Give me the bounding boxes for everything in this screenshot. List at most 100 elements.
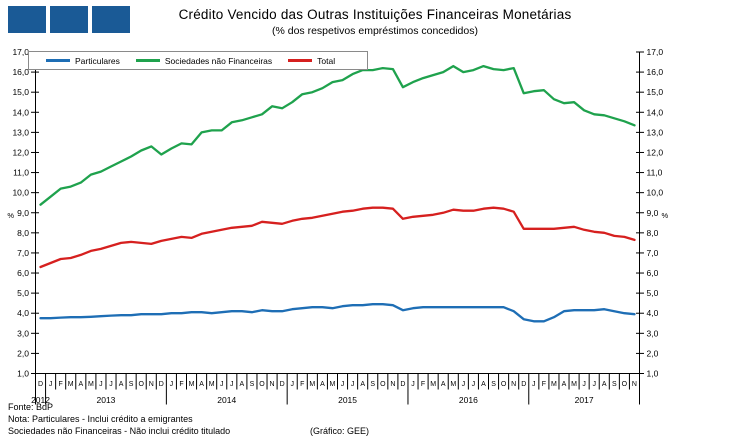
chart-credit: (Gráfico: GEE): [310, 426, 370, 436]
y-tick-label: 15,0: [12, 87, 29, 97]
y-tick-label: 11,0: [13, 168, 29, 178]
x-tick-label: A: [602, 381, 607, 388]
x-tick-label: J: [220, 381, 224, 388]
x-tick-label: J: [462, 381, 466, 388]
x-tick-label: D: [521, 381, 526, 388]
legend-item-total: Total: [288, 56, 335, 66]
x-tick-label: J: [49, 381, 53, 388]
y-tick-label: 3,0: [17, 328, 29, 338]
y-tick-label: 3,0: [647, 328, 659, 338]
year-label: 2017: [575, 395, 594, 405]
x-tick-label: M: [330, 381, 336, 388]
x-tick-label: S: [250, 381, 255, 388]
note-line-2: Sociedades não Financeiras - Não inclui …: [8, 426, 231, 436]
x-tick-label: M: [430, 381, 436, 388]
x-tick-label: O: [138, 381, 144, 388]
x-tick-label: J: [582, 381, 586, 388]
x-tick-label: S: [491, 381, 496, 388]
x-tick-label: F: [542, 381, 546, 388]
x-tick-label: N: [632, 381, 637, 388]
x-tick-label: S: [129, 381, 134, 388]
year-label: 2014: [217, 395, 236, 405]
legend-label: Total: [317, 55, 336, 66]
x-tick-label: J: [472, 381, 476, 388]
x-tick-label: O: [622, 381, 628, 388]
x-tick-label: N: [511, 381, 516, 388]
y-tick-label: 4,0: [647, 308, 659, 318]
y-tick-label: 9,0: [17, 208, 29, 218]
y-tick-label: 8,0: [647, 228, 659, 238]
x-tick-label: M: [450, 381, 456, 388]
x-tick-label: A: [199, 381, 204, 388]
y-tick-label: 13,0: [647, 127, 664, 137]
series-line-particulares: [39, 303, 636, 323]
x-tick-label: S: [370, 381, 375, 388]
y-tick-label: 7,0: [647, 248, 659, 258]
y-axis-unit: %: [662, 211, 669, 220]
y-tick-label: 10,0: [647, 188, 664, 198]
x-tick-label: D: [159, 381, 164, 388]
x-tick-label: J: [99, 381, 103, 388]
y-axis-unit: %: [7, 211, 14, 220]
x-tick-label: D: [280, 381, 285, 388]
y-tick-label: 11,0: [647, 168, 663, 178]
x-tick-label: J: [532, 381, 536, 388]
x-tick-label: A: [119, 381, 124, 388]
y-tick-label: 10,0: [12, 188, 29, 198]
y-tick-label: 12,0: [12, 147, 29, 157]
x-tick-label: A: [562, 381, 567, 388]
x-tick-label: J: [109, 381, 113, 388]
x-tick-label: M: [309, 381, 315, 388]
x-tick-label: M: [189, 381, 195, 388]
x-tick-label: A: [481, 381, 486, 388]
year-label: 2013: [97, 395, 116, 405]
legend-item-particulares: Particulares: [46, 56, 120, 66]
y-tick-label: 16,0: [647, 67, 664, 77]
x-tick-label: F: [59, 381, 63, 388]
x-tick-label: M: [571, 381, 577, 388]
y-tick-label: 1,0: [17, 369, 29, 379]
y-tick-label: 9,0: [647, 208, 659, 218]
line-swatch-icon: [46, 59, 70, 62]
x-tick-label: A: [78, 381, 83, 388]
year-label: 2016: [459, 395, 478, 405]
x-tick-label: S: [612, 381, 617, 388]
x-tick-label: F: [421, 381, 425, 388]
logo-square: [50, 6, 88, 33]
y-tick-label: 1,0: [647, 369, 659, 379]
series-line-total: [39, 206, 636, 269]
page-title: Crédito Vencido das Outras Instituições …: [178, 7, 572, 22]
x-tick-label: F: [179, 381, 183, 388]
legend-label: Particulares: [75, 55, 120, 66]
y-tick-label: 5,0: [17, 288, 29, 298]
source-note: Fonte: BdP: [8, 402, 54, 412]
year-label: 2012: [31, 395, 50, 405]
x-tick-label: N: [149, 381, 154, 388]
chart-legend: Particulares Sociedades não Financeiras …: [28, 51, 368, 70]
y-tick-label: 14,0: [647, 107, 664, 117]
x-tick-label: J: [290, 381, 294, 388]
x-tick-label: A: [360, 381, 365, 388]
y-tick-label: 5,0: [647, 288, 659, 298]
y-tick-label: 17,0: [12, 47, 29, 57]
note-line-1: Nota: Particulares - Inclui crédito a em…: [8, 414, 193, 424]
y-tick-label: 8,0: [17, 228, 29, 238]
x-tick-label: J: [170, 381, 174, 388]
line-swatch-icon: [288, 59, 313, 62]
y-tick-label: 6,0: [17, 268, 29, 278]
y-tick-label: 2,0: [647, 348, 659, 358]
logo: [8, 6, 130, 33]
line-swatch-icon: [135, 59, 160, 62]
logo-square: [92, 6, 130, 33]
x-tick-label: A: [441, 381, 446, 388]
y-tick-label: 4,0: [17, 308, 29, 318]
x-tick-label: O: [501, 381, 507, 388]
y-tick-label: 13,0: [12, 127, 29, 137]
legend-label: Sociedades não Financeiras: [164, 55, 273, 66]
logo-square: [8, 6, 46, 33]
x-tick-label: N: [270, 381, 275, 388]
x-tick-label: A: [320, 381, 325, 388]
x-tick-label: M: [551, 381, 557, 388]
year-label: 2015: [338, 395, 357, 405]
y-tick-label: 14,0: [12, 107, 29, 117]
